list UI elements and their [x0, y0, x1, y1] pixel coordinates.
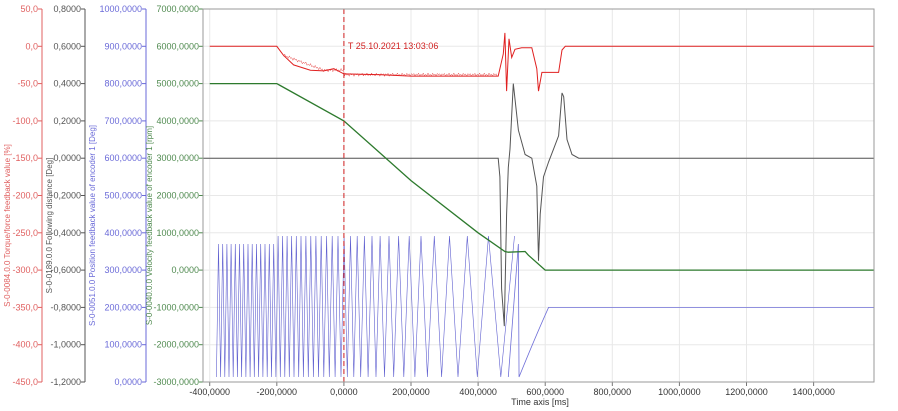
x-tick-label: 1200,0000	[725, 387, 768, 397]
y-tick-label-following: 0,6000	[53, 41, 81, 51]
y-axis-title-following: S-0-0189.0.0 Following distance [Deg]	[45, 158, 54, 294]
y-tick-label-velocity: 5000,0000	[156, 79, 199, 89]
y-tick-label-position: 0,0000	[114, 377, 142, 387]
y-tick-label-velocity: -3000,0000	[153, 377, 199, 387]
y-tick-label-velocity: 2000,0000	[156, 191, 199, 201]
y-tick-label-torque: -350,0	[12, 302, 38, 312]
x-tick-label: 600,0000	[526, 387, 564, 397]
x-tick-label: 200,0000	[392, 387, 430, 397]
y-tick-label-position: 500,0000	[104, 191, 142, 201]
y-tick-label-torque: 0,0	[25, 41, 38, 51]
y-tick-label-torque: -250,0	[12, 228, 38, 238]
y-tick-label-velocity: 0,0000	[171, 265, 199, 275]
cursor-label: T 25.10.2021 13:03:06	[348, 41, 438, 51]
y-tick-label-torque: -150,0	[12, 153, 38, 163]
y-tick-label-torque: -400,0	[12, 340, 38, 350]
y-tick-label-position: 800,0000	[104, 79, 142, 89]
y-tick-label-torque: -200,0	[12, 191, 38, 201]
y-axis-title-position: S-0-0051.0.0 Position feedback value of …	[88, 125, 97, 326]
y-tick-label-position: 300,0000	[104, 265, 142, 275]
y-tick-label-position: 700,0000	[104, 116, 142, 126]
y-tick-label-velocity: -2000,0000	[153, 340, 199, 350]
series-torque-noise	[283, 53, 498, 77]
y-tick-label-following: 0,0000	[53, 153, 81, 163]
series-position-oscillation	[216, 235, 515, 378]
series-position-ramp	[507, 243, 874, 378]
x-tick-label: 400,0000	[459, 387, 497, 397]
y-tick-label-torque: -300,0	[12, 265, 38, 275]
y-axis-title-torque: S-0-0084.0.0 Torque/force feedback value…	[3, 144, 12, 307]
axes: -400,0000 -200,0000 0,0000 200,0000 400,0000…	[3, 4, 835, 397]
series-following	[203, 83, 874, 327]
x-tick-label: -400,0000	[189, 387, 230, 397]
plot-frame	[202, 8, 875, 383]
y-tick-label-torque: -50,0	[17, 79, 38, 89]
series-torque	[209, 32, 874, 92]
y-tick-label-following: -0,8000	[50, 302, 81, 312]
y-tick-label-velocity: -1000,0000	[153, 302, 199, 312]
y-tick-label-position: 600,0000	[104, 153, 142, 163]
y-tick-label-torque: -100,0	[12, 116, 38, 126]
y-tick-label-following: -0,6000	[50, 265, 81, 275]
series	[203, 32, 874, 378]
y-tick-label-position: 100,0000	[104, 340, 142, 350]
y-tick-label-following: 0,2000	[53, 116, 81, 126]
y-tick-label-velocity: 4000,0000	[156, 116, 199, 126]
y-tick-label-velocity: 3000,0000	[156, 153, 199, 163]
series-velocity	[209, 82, 874, 271]
y-tick-label-following: -1,0000	[50, 340, 81, 350]
x-tick-label: 1000,0000	[658, 387, 701, 397]
x-tick-label: 800,0000	[594, 387, 632, 397]
y-axis-title-velocity: S-0-0040.0.0 Velocity feedback value of …	[145, 126, 154, 325]
y-tick-label-velocity: 6000,0000	[156, 41, 199, 51]
y-tick-label-position: 1000,0000	[99, 4, 142, 14]
x-tick-label: 1400,0000	[792, 387, 835, 397]
y-tick-label-following: 0,8000	[53, 4, 81, 14]
y-tick-label-following: -0,2000	[50, 191, 81, 201]
x-tick-label: -200,0000	[257, 387, 298, 397]
y-tick-label-velocity: 7000,0000	[156, 4, 199, 14]
y-tick-label-position: 900,0000	[104, 41, 142, 51]
cursor[interactable]: T 25.10.2021 13:03:06	[343, 9, 438, 382]
y-tick-label-position: 200,0000	[104, 302, 142, 312]
y-tick-label-following: -1,2000	[50, 377, 81, 387]
y-tick-label-torque: -450,0	[12, 377, 38, 387]
y-tick-label-following: -0,4000	[50, 228, 81, 238]
y-tick-label-velocity: 1000,0000	[156, 228, 199, 238]
y-tick-label-position: 400,0000	[104, 228, 142, 238]
y-tick-label-torque: 50,0	[20, 4, 38, 14]
x-axis-label: Time axis [ms]	[511, 397, 569, 407]
y-tick-label-following: 0,4000	[53, 79, 81, 89]
x-tick-label: 0,0000	[330, 387, 358, 397]
